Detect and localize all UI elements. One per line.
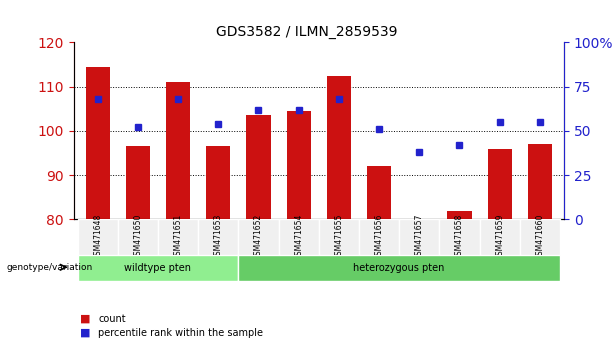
Bar [246, 115, 270, 219]
Text: GSM471654: GSM471654 [294, 214, 303, 261]
Text: GSM471655: GSM471655 [334, 214, 343, 261]
Text: GSM471658: GSM471658 [455, 214, 464, 260]
FancyBboxPatch shape [198, 219, 238, 255]
Text: wildtype pten: wildtype pten [124, 263, 191, 273]
Bar [487, 149, 512, 219]
FancyBboxPatch shape [158, 219, 198, 255]
Text: genotype/variation: genotype/variation [6, 263, 93, 272]
Text: GSM471657: GSM471657 [415, 214, 424, 261]
Text: GSM471653: GSM471653 [214, 214, 223, 261]
Text: GSM471660: GSM471660 [535, 214, 544, 261]
Text: GSM471659: GSM471659 [495, 214, 504, 261]
Text: heterozygous pten: heterozygous pten [354, 263, 445, 273]
FancyBboxPatch shape [238, 219, 278, 255]
Bar [166, 82, 190, 219]
FancyBboxPatch shape [440, 219, 479, 255]
Text: GSM471651: GSM471651 [173, 214, 183, 260]
Text: GSM471656: GSM471656 [375, 214, 384, 261]
FancyBboxPatch shape [399, 219, 440, 255]
Text: GDS3582 / ILMN_2859539: GDS3582 / ILMN_2859539 [216, 25, 397, 39]
FancyBboxPatch shape [520, 219, 560, 255]
Text: count: count [98, 314, 126, 324]
Bar [407, 218, 432, 219]
Text: GSM471652: GSM471652 [254, 214, 263, 260]
FancyBboxPatch shape [118, 219, 158, 255]
FancyBboxPatch shape [78, 255, 238, 281]
Bar [327, 76, 351, 219]
Bar [528, 144, 552, 219]
Bar [367, 166, 391, 219]
Text: percentile rank within the sample: percentile rank within the sample [98, 328, 263, 338]
Bar [287, 111, 311, 219]
Text: ■: ■ [80, 328, 90, 338]
FancyBboxPatch shape [479, 219, 520, 255]
FancyBboxPatch shape [359, 219, 399, 255]
Text: ■: ■ [80, 314, 90, 324]
Text: GSM471650: GSM471650 [134, 214, 142, 261]
Bar [126, 147, 150, 219]
Bar [206, 147, 230, 219]
Text: GSM471648: GSM471648 [93, 214, 102, 260]
FancyBboxPatch shape [319, 219, 359, 255]
Bar [447, 211, 471, 219]
FancyBboxPatch shape [78, 219, 118, 255]
FancyBboxPatch shape [238, 255, 560, 281]
FancyBboxPatch shape [278, 219, 319, 255]
Bar [86, 67, 110, 219]
